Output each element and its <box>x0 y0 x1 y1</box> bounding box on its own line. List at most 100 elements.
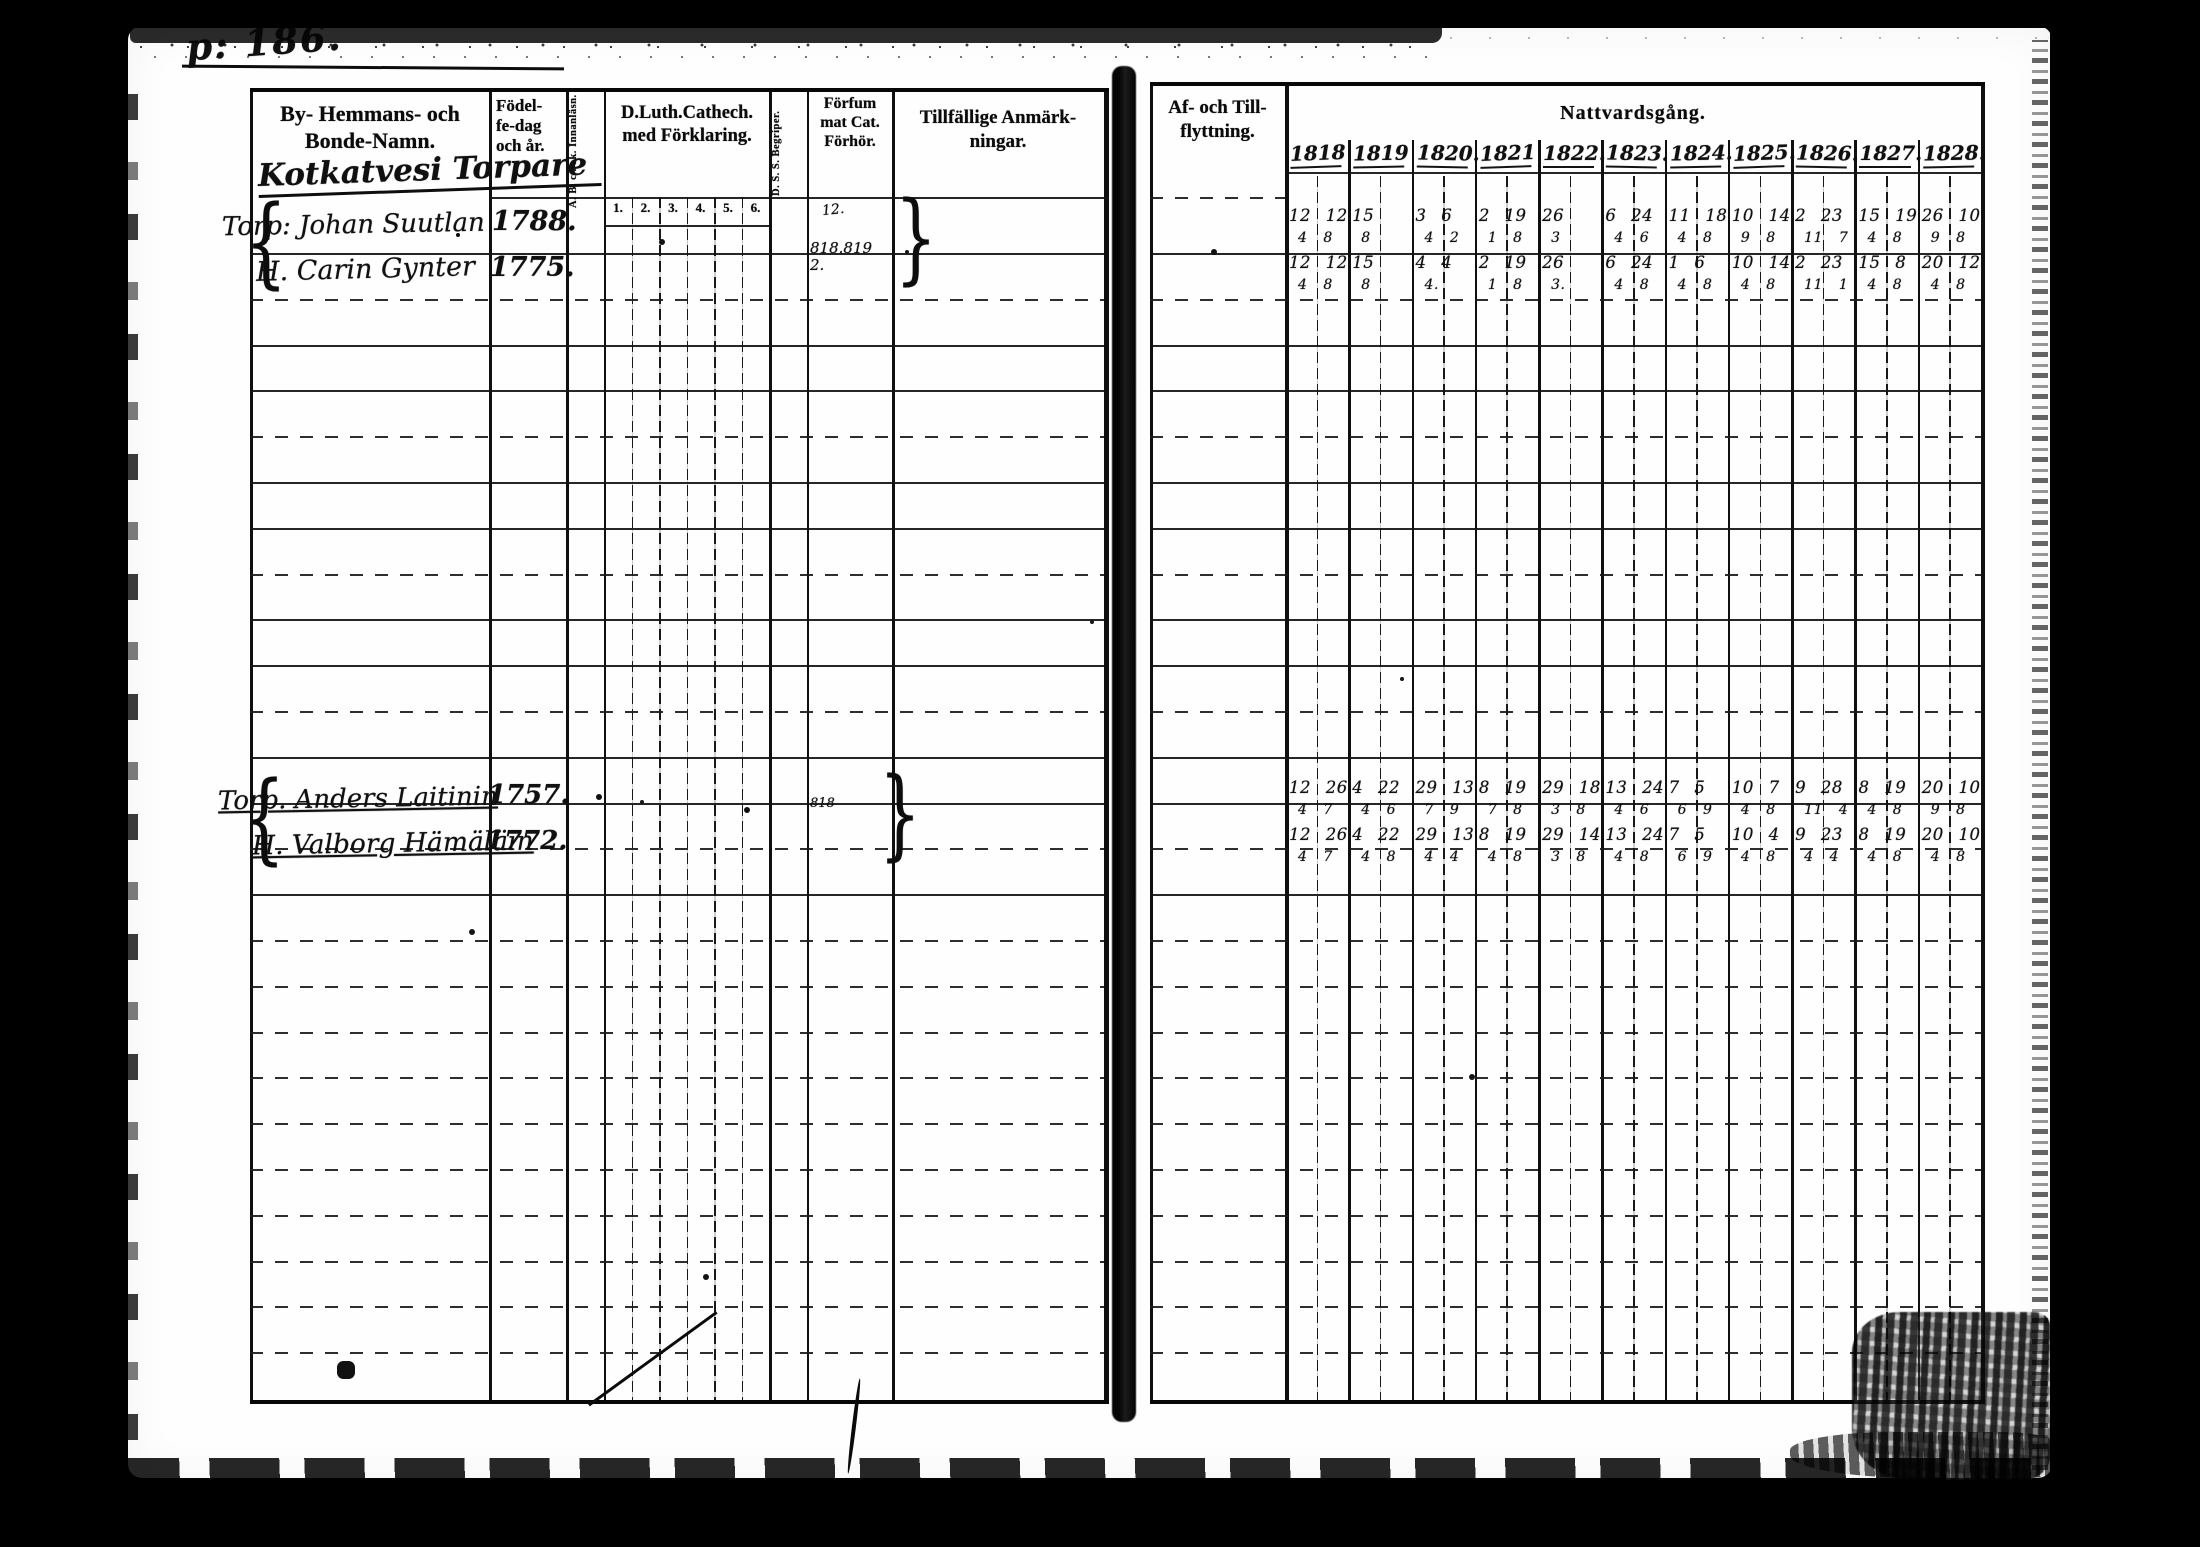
grid-line <box>1981 82 1985 1404</box>
column-header-name: By- Hemmans- och Bonde-Namn. <box>252 100 488 154</box>
grid-line <box>1443 176 1445 1404</box>
communion-cell: 29 13 <box>1415 778 1475 797</box>
grid-line <box>1917 140 1921 1404</box>
communion-cell: 13 24 <box>1605 778 1665 797</box>
column-header-catechism-line2: med Förklaring. <box>622 126 752 146</box>
communion-cell: 4. <box>1424 276 1439 293</box>
grid-line <box>566 88 569 1404</box>
forhor-note: 12. <box>821 200 846 220</box>
grid-line <box>250 1306 1104 1309</box>
communion-cell: 4 8 <box>1298 276 1333 293</box>
communion-cell: 4 8 <box>1487 848 1523 865</box>
column-header-catechism: D.Luth.Cathech. med Förklaring. <box>606 102 768 148</box>
grid-line <box>1949 176 1951 1404</box>
communion-cell: 6 24 <box>1605 253 1654 272</box>
communion-cell: 15 8 <box>1858 253 1907 272</box>
catechism-subcol-label: 5. <box>723 200 733 215</box>
column-header-forhor-line3: Förhör. <box>824 133 876 150</box>
grid-line <box>604 88 606 1404</box>
communion-cell: 20 10 <box>1921 825 1981 844</box>
grid-line <box>489 88 492 1404</box>
grid-line <box>1150 573 1981 576</box>
year-label: 1825. <box>1732 140 1796 169</box>
communion-cell: 4 8 <box>1298 229 1333 246</box>
communion-cell: 9 8 <box>1930 229 1966 246</box>
forhor-brace-mark: } <box>879 755 921 872</box>
grid-line <box>250 756 1104 759</box>
grid-line <box>250 482 1104 484</box>
member-birth-year: 1775. <box>490 252 575 283</box>
communion-cell: 8 <box>1361 276 1371 293</box>
communion-cell: 8 19 <box>1858 778 1907 797</box>
communion-cell: 1 8 <box>1487 229 1523 246</box>
book-spine-gutter <box>1112 66 1136 1422</box>
scan-border-bottom <box>0 1480 2200 1547</box>
communion-cell: 3 6 <box>1415 206 1453 225</box>
communion-cell: 3. <box>1551 276 1566 293</box>
communion-cell: 1 6 <box>1668 253 1706 272</box>
grid-line <box>1150 436 1981 439</box>
member-birth-year: 1772. <box>486 826 568 856</box>
communion-cell: 15 <box>1352 253 1375 272</box>
column-header-moving: Af- och Till- flyttning. <box>1152 96 1283 144</box>
communion-cell: 4 8 <box>1867 801 1903 818</box>
communion-cell: 4 6 <box>1614 229 1650 246</box>
grid-line <box>1150 1169 1981 1171</box>
year-label: 1826. <box>1795 140 1859 169</box>
communion-cell: 4 7 <box>1298 801 1333 818</box>
column-header-birth-line1: Födel- <box>496 96 543 115</box>
grid-line <box>741 197 743 1404</box>
book-page-spread <box>128 26 2052 1478</box>
grid-line <box>1150 344 1981 347</box>
communion-cell: 15 19 <box>1858 206 1918 225</box>
grid-line <box>1150 390 1981 393</box>
communion-cell: 4 8 <box>1740 276 1776 293</box>
grid-line <box>1150 1306 1981 1309</box>
column-header-anmarkningar: Tillfällige Anmärk- ningar. <box>894 106 1102 154</box>
column-header-name-line2: Bonde-Namn. <box>304 128 436 153</box>
grid-line <box>1822 176 1825 1404</box>
communion-title: Nattvardsgång. <box>1560 102 1706 124</box>
grid-line <box>1696 176 1698 1404</box>
member-name: H. Carin Gynter <box>255 251 476 288</box>
column-header-moving-line1: Af- och Till- <box>1168 97 1267 118</box>
grid-line <box>1150 665 1981 668</box>
year-label: 1820. <box>1416 140 1479 169</box>
communion-cell: 7 9 <box>1424 801 1460 818</box>
communion-cell: 7 5 <box>1668 825 1706 844</box>
communion-cell: 12 12 <box>1289 253 1348 272</box>
communion-cell: 1 8 <box>1487 276 1523 293</box>
communion-cell: 11 18 <box>1668 206 1728 225</box>
grid-line <box>250 1169 1104 1171</box>
communion-cell: 3 8 <box>1551 801 1586 818</box>
grid-line <box>1150 711 1981 713</box>
catechism-subcol-label: 3. <box>668 200 678 215</box>
grid-line <box>1759 176 1762 1404</box>
communion-cell: 29 14 <box>1542 825 1601 844</box>
communion-cell: 4 8 <box>1740 801 1776 818</box>
catechism-subcol-label: 6. <box>750 200 761 215</box>
grid-line <box>250 985 1104 988</box>
grid-line <box>1150 82 1153 1404</box>
grid-line <box>1379 176 1382 1404</box>
communion-cell: 4 8 <box>1677 276 1713 293</box>
communion-cell: 26 <box>1542 206 1565 225</box>
grid-line <box>1886 176 1888 1404</box>
grid-line <box>1150 802 1981 805</box>
grid-line <box>631 197 633 1404</box>
column-header-birth-line3: och år. <box>496 136 545 155</box>
communion-cell: 4 22 <box>1352 778 1401 797</box>
grid-line <box>1150 82 1985 86</box>
catechism-subcol-label: 4. <box>695 200 706 215</box>
grid-line <box>250 665 1104 668</box>
grid-line <box>769 88 772 1404</box>
grid-line <box>250 390 1104 393</box>
grid-line <box>250 1123 1104 1126</box>
year-label: 1823. <box>1606 140 1669 169</box>
column-header-forhor-line1: Förfum <box>823 95 877 112</box>
communion-cell: 11 1 <box>1804 276 1849 293</box>
column-header-name-line1: By- Hemmans- och <box>280 101 460 126</box>
column-header-begriper: D. S. S. Begriper. <box>771 110 782 196</box>
communion-cell: 2 23 <box>1795 253 1843 272</box>
